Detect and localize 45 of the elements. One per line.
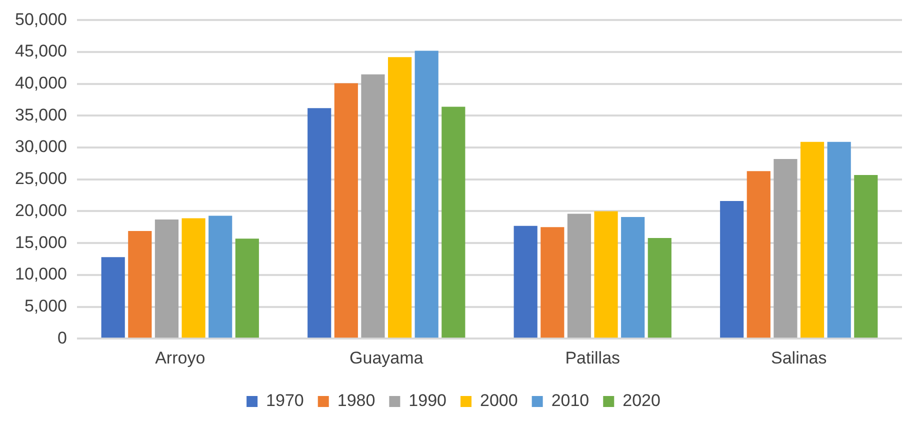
- bar: [128, 230, 152, 338]
- y-tick-label: 5,000: [24, 296, 67, 316]
- bar: [621, 216, 645, 338]
- y-tick-label: 45,000: [14, 42, 67, 61]
- y-tick-label: 50,000: [14, 10, 67, 29]
- y-tick-label: 20,000: [14, 200, 67, 220]
- bar: [308, 108, 332, 338]
- bar: [154, 220, 179, 338]
- bar: [774, 159, 798, 338]
- legend-label: 1980: [337, 391, 376, 410]
- bar: [594, 211, 618, 338]
- legend-label: 1990: [408, 391, 447, 410]
- x-tick-label: Salinas: [770, 348, 827, 368]
- x-tick-label: Patillas: [565, 348, 620, 368]
- x-tick-label: Guayama: [350, 348, 424, 368]
- y-tick-label: 40,000: [14, 74, 67, 93]
- y-tick-label: 0: [58, 328, 67, 348]
- legend-label: 2000: [480, 391, 518, 410]
- legend-label: 2010: [551, 391, 590, 410]
- bar: [746, 171, 770, 338]
- bar: [414, 50, 438, 338]
- bar: [388, 57, 412, 338]
- bar: [540, 227, 564, 338]
- y-tick-label: 25,000: [14, 169, 67, 188]
- legend-label: 1970: [266, 391, 304, 410]
- legend-label: 2020: [622, 391, 660, 410]
- bar: [182, 218, 206, 338]
- bar: [101, 257, 125, 338]
- bar: [442, 106, 466, 338]
- bar: [208, 216, 232, 338]
- y-tick-label: 10,000: [14, 264, 67, 284]
- bar: [514, 226, 538, 338]
- bar: [567, 214, 592, 338]
- bar: [235, 238, 259, 338]
- bar: [800, 142, 824, 338]
- bar: [827, 142, 851, 338]
- bar: [648, 238, 672, 338]
- y-tick-label: 15,000: [14, 232, 67, 252]
- bar: [720, 201, 744, 338]
- y-tick-label: 35,000: [14, 105, 67, 124]
- y-tick-label: 30,000: [14, 137, 67, 156]
- bar: [361, 74, 385, 338]
- x-tick-label: Arroyo: [155, 348, 206, 368]
- bar: [334, 83, 358, 338]
- bar: [854, 174, 878, 338]
